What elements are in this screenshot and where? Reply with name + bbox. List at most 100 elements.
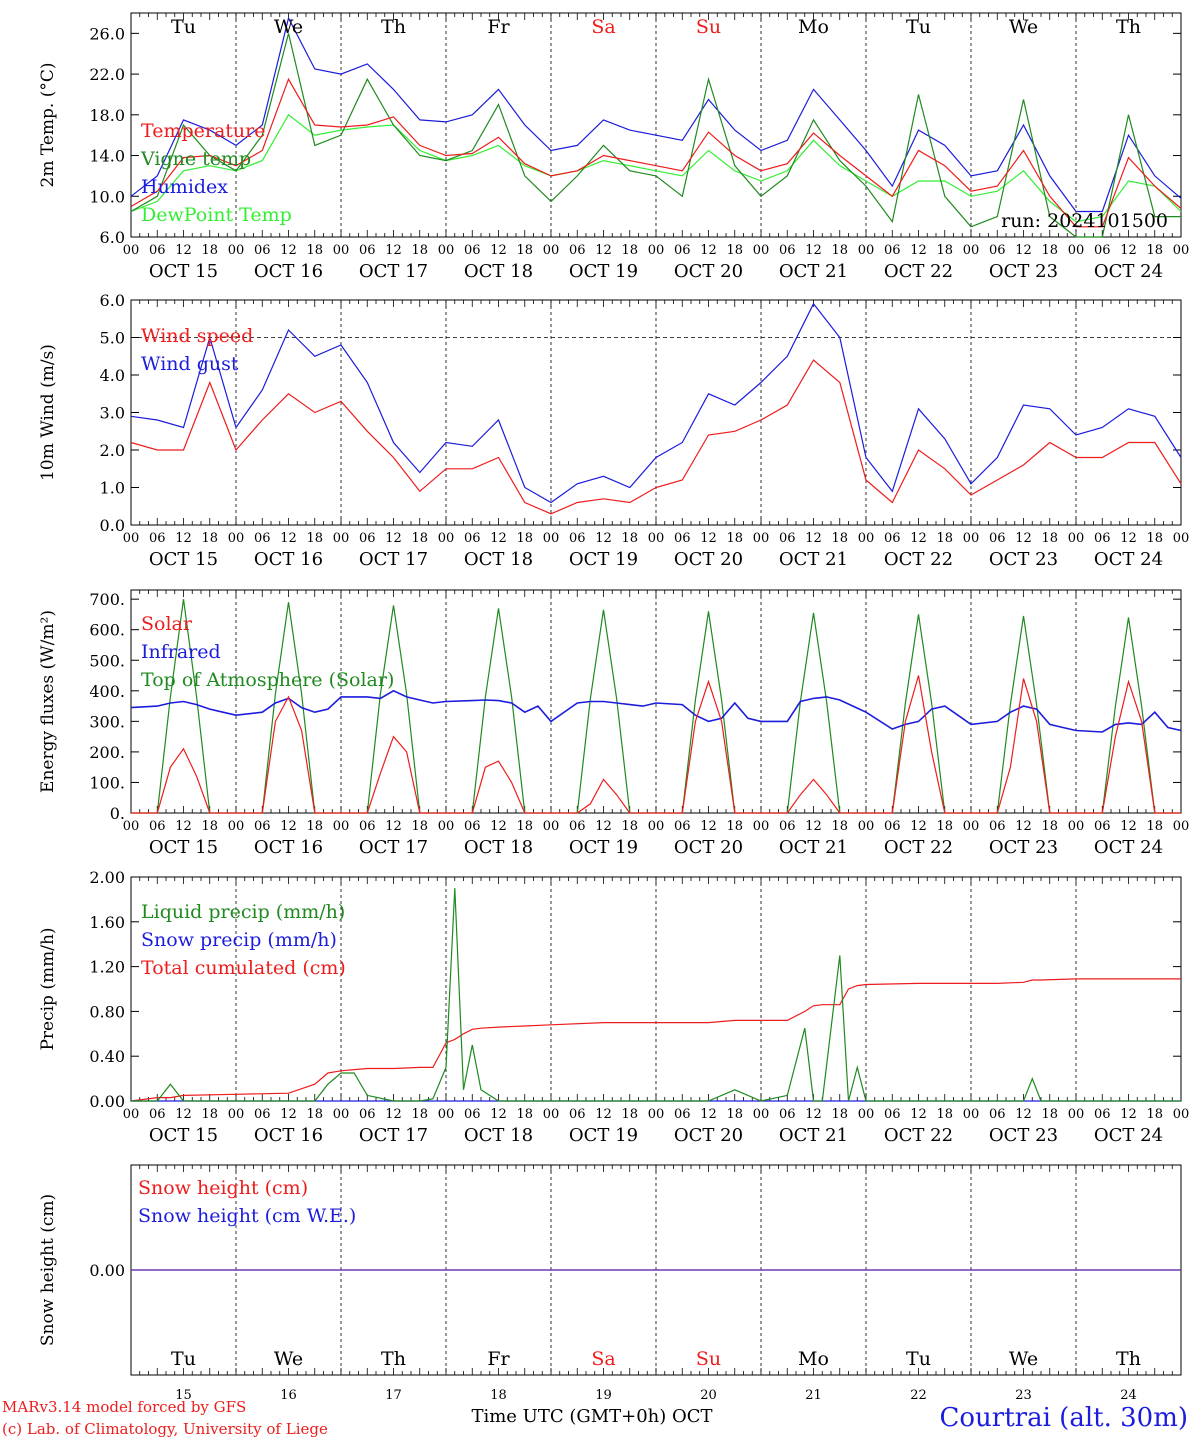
y-tick-label: 6.0: [100, 228, 125, 247]
hour-tick-label: 00: [753, 531, 770, 546]
hour-tick-label: 00: [438, 1107, 455, 1122]
hour-tick-label: 18: [831, 819, 848, 834]
hour-tick-label: 18: [411, 531, 428, 546]
series-line-red: [130, 978, 1181, 1102]
legend-entry: Liquid precip (mm/h): [141, 901, 345, 923]
hour-tick-label: 06: [674, 1107, 691, 1122]
y-axis-title: Energy fluxes (W/m²): [38, 610, 58, 793]
series-line-blue: [130, 302, 1182, 504]
weekday-label: Th: [381, 1348, 406, 1370]
hour-tick-label: 18: [1146, 243, 1163, 258]
hour-tick-label: 00: [963, 243, 980, 258]
hour-tick-label: 12: [175, 1107, 192, 1122]
hour-tick-label: 06: [464, 819, 481, 834]
series-line-red: [131, 675, 1181, 814]
copyright-credit: (c) Lab. of Climatology, University of L…: [2, 1420, 328, 1438]
legend-entry: Solar: [141, 613, 193, 635]
hour-tick-label: 18: [516, 1107, 533, 1122]
weekday-label: We: [274, 16, 303, 38]
date-label: OCT 18: [464, 549, 533, 570]
y-axis-title: 10m Wind (m/s): [38, 344, 58, 481]
hour-tick-label: 06: [884, 531, 901, 546]
date-label: OCT 21: [779, 549, 848, 570]
hour-tick-label: 06: [464, 1107, 481, 1122]
weekday-label: We: [1009, 16, 1038, 38]
y-tick-label: 700.: [89, 590, 125, 609]
hour-tick-label: 12: [385, 531, 402, 546]
y-axis-title: Precip (mm/h): [38, 927, 58, 1050]
hour-tick-label: 00: [228, 819, 245, 834]
hour-tick-label: 18: [1146, 531, 1163, 546]
hour-tick-label: 12: [595, 243, 612, 258]
hour-tick-label: 12: [595, 531, 612, 546]
hour-tick-label: 00: [438, 531, 455, 546]
hour-tick-label: 12: [805, 243, 822, 258]
hour-tick-label: 12: [805, 819, 822, 834]
hour-tick-label: 12: [175, 531, 192, 546]
hour-tick-label: 18: [1146, 819, 1163, 834]
date-label: OCT 17: [359, 261, 428, 282]
hour-tick-label: 18: [936, 243, 953, 258]
legend-entry: Infrared: [141, 641, 221, 663]
hour-tick-label: 00: [963, 1107, 980, 1122]
time-axis-title: Time UTC (GMT+0h) OCT: [471, 1406, 712, 1427]
legend-entry: DewPoint Temp: [141, 204, 292, 226]
hour-tick-label: 06: [1094, 819, 1111, 834]
y-tick-label: 10.0: [89, 187, 125, 206]
hour-tick-label: 18: [621, 1107, 638, 1122]
hour-tick-label: 00: [1173, 531, 1190, 546]
date-label: OCT 15: [149, 549, 218, 570]
hour-tick-label: 18: [621, 819, 638, 834]
y-axis-title: Snow height (cm): [38, 1194, 58, 1346]
day-number-label: 19: [595, 1388, 612, 1403]
date-label: OCT 17: [359, 837, 428, 858]
hour-tick-label: 12: [805, 1107, 822, 1122]
hour-tick-label: 18: [1041, 1107, 1058, 1122]
y-tick-label: 2.0: [100, 441, 125, 460]
hour-tick-label: 12: [1015, 1107, 1032, 1122]
hour-tick-label: 18: [936, 531, 953, 546]
y-tick-label: 500.: [89, 651, 125, 670]
series-line-blue: [130, 689, 1182, 733]
date-label: OCT 15: [149, 261, 218, 282]
y-tick-label: 22.0: [89, 65, 125, 84]
hour-tick-label: 12: [280, 531, 297, 546]
hour-tick-label: 18: [726, 243, 743, 258]
date-label: OCT 17: [359, 1125, 428, 1146]
hour-tick-label: 12: [700, 819, 717, 834]
hour-tick-label: 12: [910, 819, 927, 834]
hour-tick-label: 06: [149, 819, 166, 834]
day-number-label: 15: [175, 1388, 192, 1403]
hour-tick-label: 18: [306, 531, 323, 546]
hour-tick-label: 00: [438, 243, 455, 258]
date-label: OCT 16: [254, 549, 323, 570]
hour-tick-label: 06: [989, 243, 1006, 258]
y-tick-label: 1.0: [100, 479, 125, 498]
y-tick-label: 100.: [89, 773, 125, 792]
date-label: OCT 15: [149, 837, 218, 858]
hour-tick-label: 06: [254, 819, 271, 834]
hour-tick-label: 18: [1041, 243, 1058, 258]
hour-tick-label: 18: [1041, 531, 1058, 546]
y-tick-label: 0.00: [89, 1261, 125, 1280]
weekday-label: Tu: [171, 1348, 196, 1370]
y-tick-label: 600.: [89, 621, 125, 640]
weekday-label: We: [1009, 1348, 1038, 1370]
y-tick-label: 0.40: [89, 1047, 125, 1066]
hour-tick-label: 00: [1173, 819, 1190, 834]
hour-tick-label: 06: [569, 531, 586, 546]
hour-tick-label: 12: [385, 243, 402, 258]
day-number-label: 18: [490, 1388, 507, 1403]
hour-tick-label: 12: [910, 243, 927, 258]
date-label: OCT 22: [884, 1125, 953, 1146]
legend-entry: Wind speed: [141, 325, 253, 347]
panel-4: 0.00 0.40 0.80 1.20 1.60 2.00 Precip (mm/h) Liq…: [38, 868, 1189, 1146]
legend-entry: Snow precip (mm/h): [141, 929, 337, 951]
day-number-label: 21: [805, 1388, 822, 1403]
hour-tick-label: 06: [1094, 243, 1111, 258]
hour-tick-label: 18: [726, 1107, 743, 1122]
hour-tick-label: 18: [306, 819, 323, 834]
hour-tick-label: 00: [753, 1107, 770, 1122]
hour-tick-label: 06: [1094, 531, 1111, 546]
hour-tick-label: 00: [123, 1107, 140, 1122]
